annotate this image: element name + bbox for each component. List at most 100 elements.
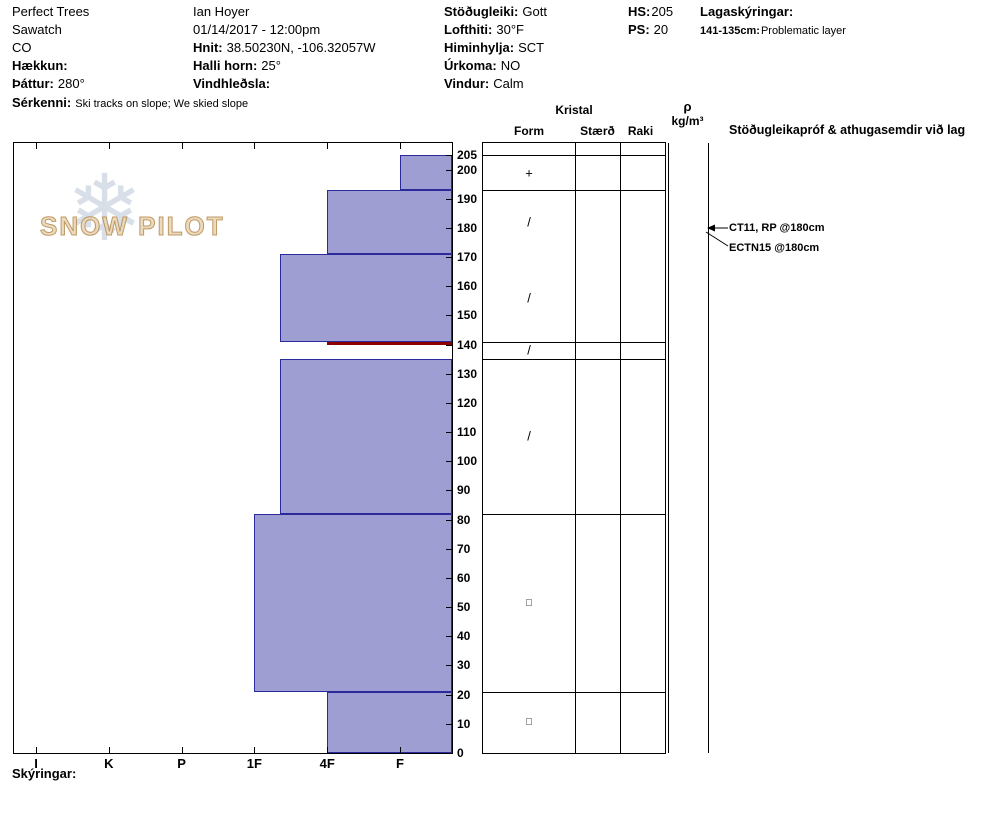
grain-form-symbol: □ xyxy=(525,716,533,728)
depth-label: 160 xyxy=(457,279,478,294)
depth-label: 120 xyxy=(457,395,478,410)
annotation-arrow-icon xyxy=(707,224,728,232)
elevation-label: Hækkun: xyxy=(12,58,68,73)
grain-form-symbol: □ xyxy=(525,597,533,609)
precip-value: NO xyxy=(500,58,521,73)
depth-tick xyxy=(446,548,452,550)
elevation-row: Hækkun: xyxy=(12,58,68,74)
depth-tick xyxy=(446,155,452,156)
depth-label: 30 xyxy=(457,658,471,673)
hardness-tick-top xyxy=(254,143,256,149)
layer-boundary-line xyxy=(483,341,665,343)
coords-value: 38.50230N, -106.32057W xyxy=(226,40,376,55)
hardness-profile-chart: ❄ SNOW PILOT xyxy=(13,142,453,754)
hardness-tick-top xyxy=(181,143,183,149)
hs-value: 205 xyxy=(651,4,674,19)
depth-label: 80 xyxy=(457,512,471,527)
datetime: 01/14/2017 - 12:00pm xyxy=(193,22,321,37)
depth-tick xyxy=(446,665,452,667)
depth-tick xyxy=(446,257,452,259)
layer-comments-header: Lagaskýringar: xyxy=(700,4,793,20)
aspect-value: 280° xyxy=(57,76,85,91)
snow-layer-bar xyxy=(400,155,452,190)
ps-value: 20 xyxy=(653,22,669,37)
depth-tick xyxy=(446,607,452,609)
layer-boundary-line xyxy=(483,190,665,191)
snowpilot-logo: SNOW PILOT xyxy=(40,211,225,242)
stability-test-annotation-ct: CT11, RP @180cm xyxy=(729,222,825,234)
problem-layer-line xyxy=(327,341,452,345)
stability-label: Stöðugleiki: xyxy=(444,4,519,19)
hardness-axis-label: P xyxy=(177,756,186,771)
wind-row: Vindur: Calm xyxy=(444,76,524,92)
snowflake-logo-icon: ❄ xyxy=(66,158,144,260)
state: CO xyxy=(12,40,32,55)
density-units-header: kg/m³ xyxy=(671,114,704,128)
layer-comment-row: 141-135cm:Problematic layer xyxy=(700,23,846,39)
depth-label: 60 xyxy=(457,570,471,585)
hardness-tick-top xyxy=(108,143,110,149)
air-temp-value: 30°F xyxy=(496,22,524,37)
density-column xyxy=(668,143,709,753)
depth-tick xyxy=(446,519,452,521)
annotation-leader-line xyxy=(705,231,729,247)
slope-angle-row: Halli horn: 25° xyxy=(193,58,281,74)
depth-label: 40 xyxy=(457,629,471,644)
depth-tick xyxy=(446,753,452,754)
form-column-header: Form xyxy=(514,124,544,138)
depth-label: 90 xyxy=(457,483,471,498)
ps-row: PS: 20 xyxy=(628,22,668,38)
stability-row: Stöðugleiki: Gott xyxy=(444,4,547,20)
hardness-tick-bottom xyxy=(36,747,37,753)
hardness-tick-bottom xyxy=(254,747,256,753)
precip-label: Úrkoma: xyxy=(444,58,497,73)
kristal-header: Kristal xyxy=(555,103,593,117)
hardness-axis-label: 1F xyxy=(246,756,262,771)
hardness-tick-top xyxy=(327,143,329,149)
coords-row: Hnit: 38.50230N, -106.32057W xyxy=(193,40,376,56)
aspect-label: Þáttur: xyxy=(12,76,54,91)
coords-label: Hnit: xyxy=(193,40,223,55)
stability-value: Gott xyxy=(522,4,547,19)
depth-axis: 0 10 20 30 40 50 60 70 80 90 100 110 120 130 140 150 160… xyxy=(457,143,487,760)
depth-label: 20 xyxy=(457,687,471,702)
depth-tick xyxy=(446,286,452,288)
hardness-tick-top xyxy=(400,143,401,149)
stability-test-annotation-ect: ECTN15 @180cm xyxy=(729,242,820,254)
air-temp-row: Lofthiti: 30°F xyxy=(444,22,524,38)
snow-layer-bar xyxy=(279,254,452,342)
hardness-tick-bottom xyxy=(400,747,401,753)
grain-form-symbol: / xyxy=(527,428,531,444)
layer-comment-range: 141-135cm: xyxy=(700,25,760,37)
aspect-row: Þáttur: 280° xyxy=(12,76,85,92)
depth-label: 0 xyxy=(457,746,464,760)
snow-layer-bar xyxy=(254,513,452,692)
hardness-axis-label: F xyxy=(396,756,404,771)
sky-label: Himinhylja: xyxy=(444,40,515,55)
depth-label: 180 xyxy=(457,220,478,235)
size-column-header: Stærð xyxy=(580,124,615,138)
hs-row: HS:205 xyxy=(628,4,673,20)
precip-row: Úrkoma: NO xyxy=(444,58,520,74)
grain-form-symbol: / xyxy=(527,342,531,358)
mountain-range: Sawatch xyxy=(12,22,62,37)
hardness-tick-bottom xyxy=(108,747,110,753)
legend-label: Skýringar: xyxy=(12,766,77,781)
sky-value: SCT xyxy=(518,40,545,55)
grain-form-symbol: / xyxy=(527,214,531,230)
notes-value: Ski tracks on slope; We skied slope xyxy=(75,98,249,110)
depth-tick xyxy=(446,694,452,696)
depth-label: 70 xyxy=(457,541,471,556)
hardness-tick-bottom xyxy=(327,747,329,753)
depth-label: 50 xyxy=(457,600,471,615)
hardness-axis-label: K xyxy=(104,756,114,771)
hardness-axis-label: I xyxy=(34,756,38,771)
depth-tick xyxy=(446,636,452,638)
depth-label: 200 xyxy=(457,162,478,177)
grain-form-symbol: / xyxy=(527,290,531,306)
depth-label: 140 xyxy=(457,337,478,352)
hardness-axis-label: 4F xyxy=(319,756,335,771)
layer-boundary-line xyxy=(483,691,665,693)
hardness-tick-bottom xyxy=(181,747,183,753)
depth-label: 130 xyxy=(457,366,478,381)
